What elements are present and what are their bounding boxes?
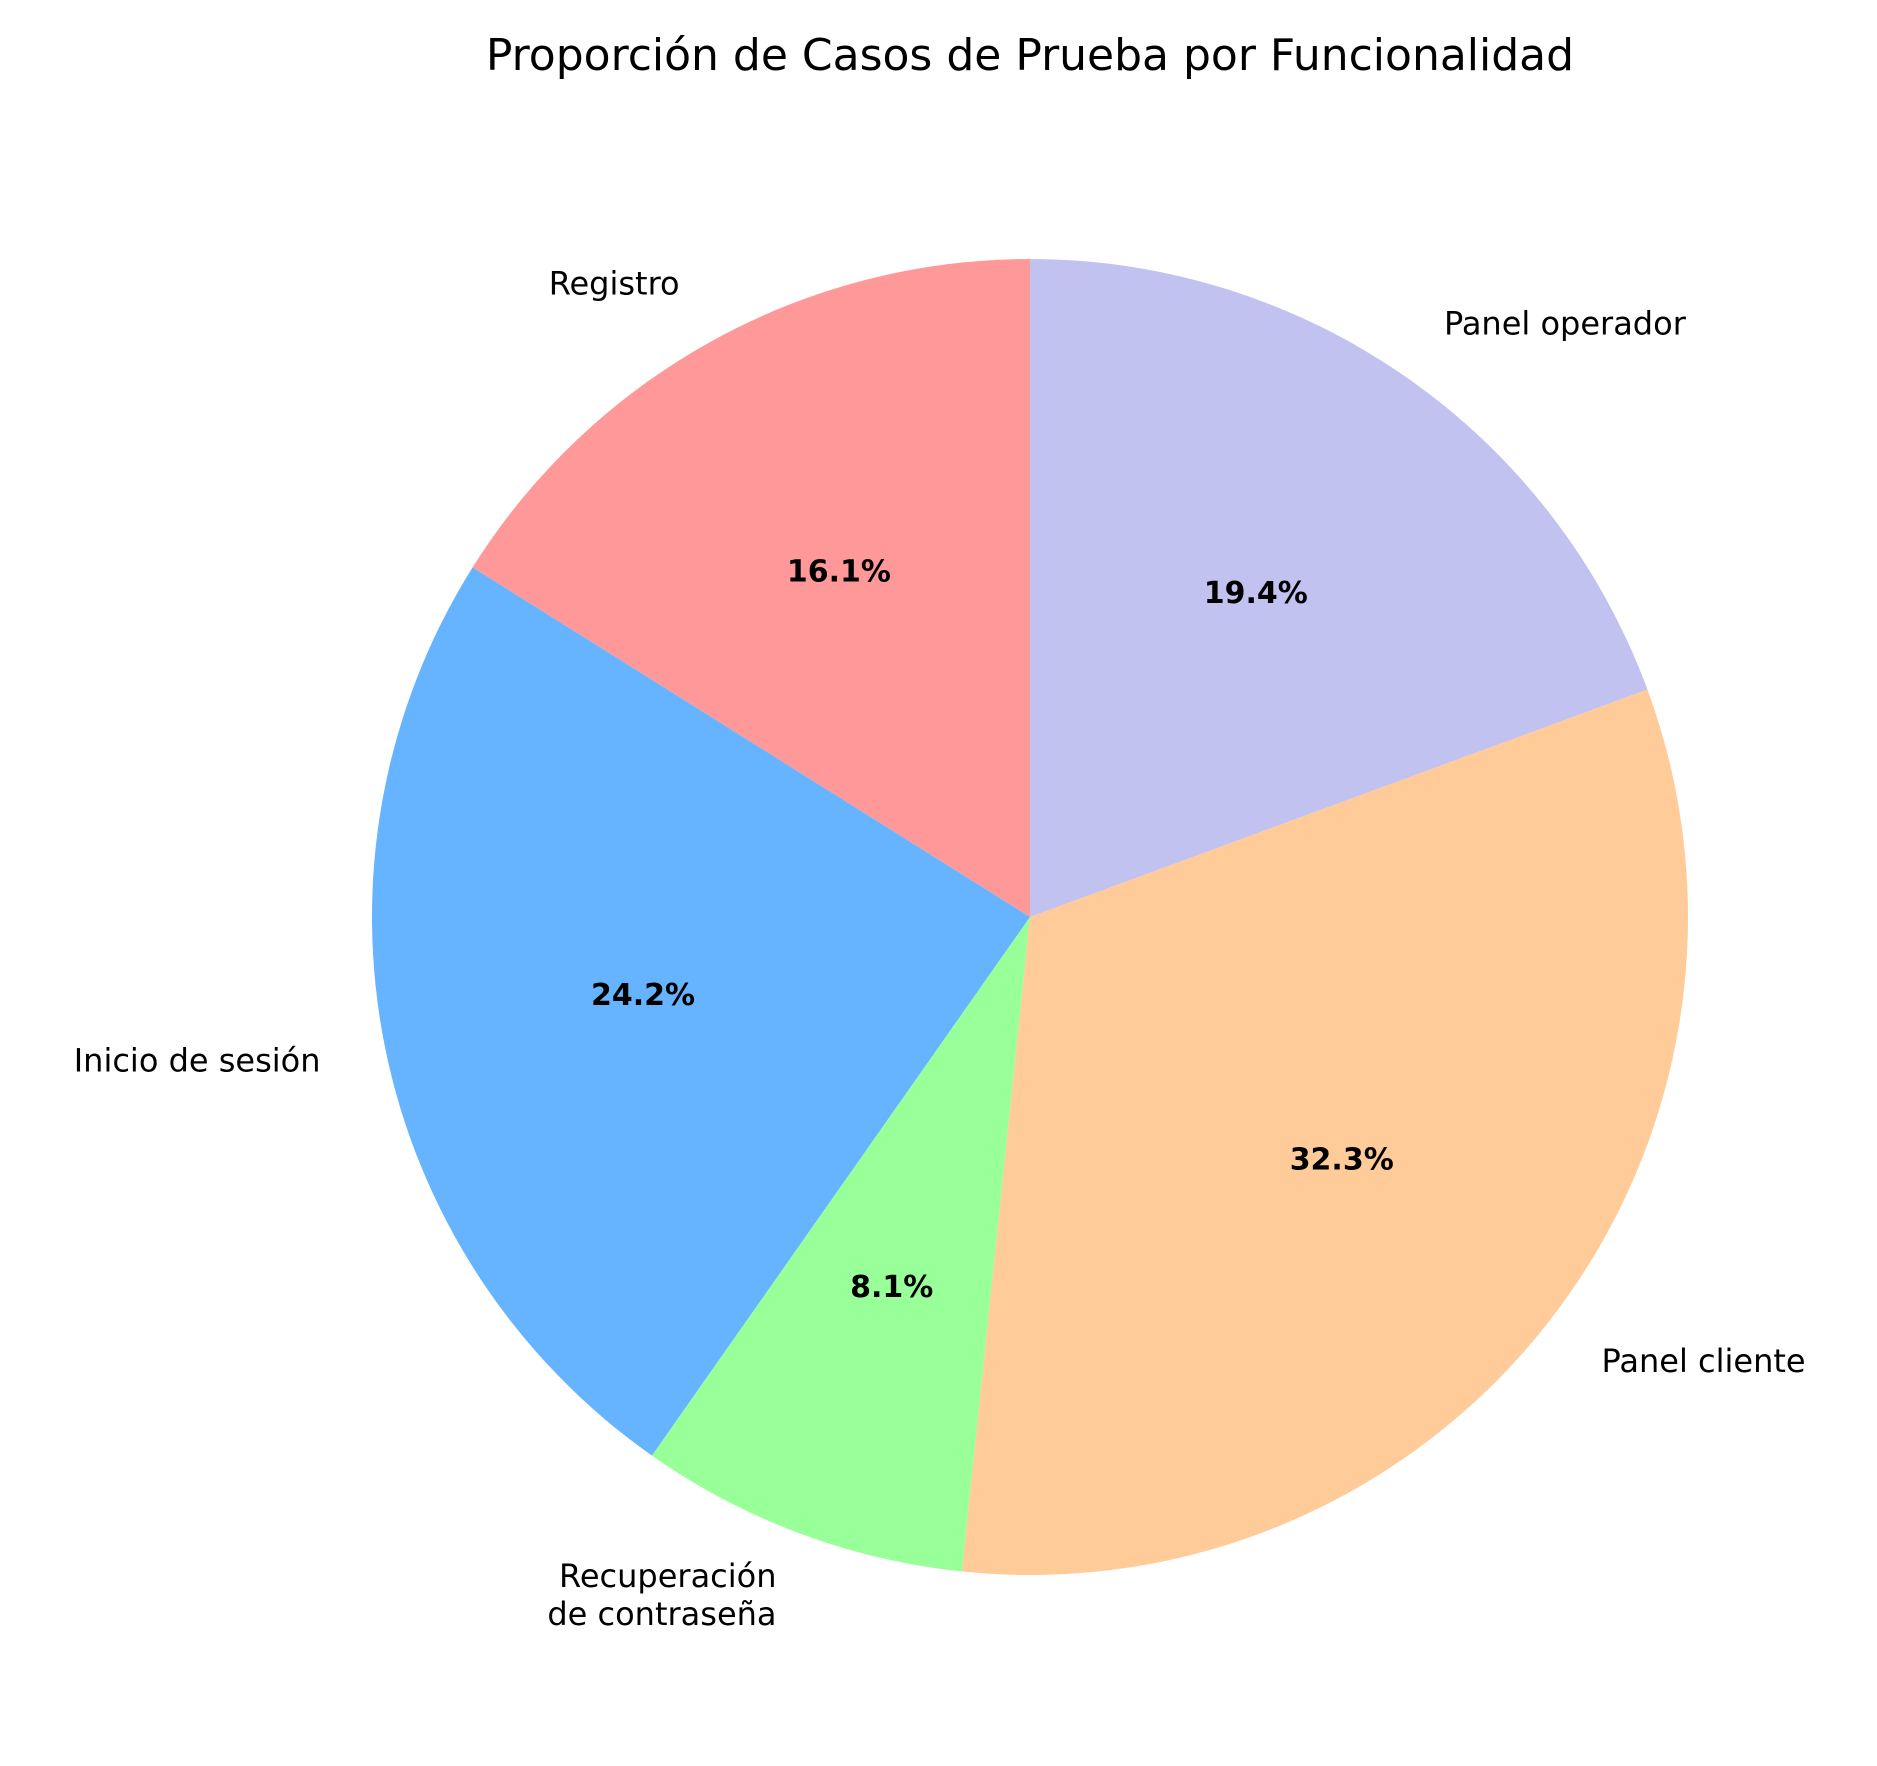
pie-slice: [371, 567, 1030, 1456]
slice-percent-label: 19.4%: [1204, 576, 1308, 611]
slice-label: Panel cliente: [1602, 1342, 1806, 1380]
slice-label: Panel operador: [1444, 304, 1687, 342]
pie-labels: Registro Inicio de sesión Recuperación de c…: [74, 265, 1806, 1633]
pie-slice: [651, 917, 1030, 1572]
pie-slice: [961, 689, 1688, 1575]
slice-label-line: Recuperación: [559, 1557, 776, 1595]
slice-label-line: Panel operador: [1444, 304, 1687, 342]
slice-label: Inicio de sesión: [74, 1041, 321, 1079]
slice-percent-label: 32.3%: [1290, 1142, 1394, 1177]
pie-slice: [472, 259, 1031, 917]
slice-label: Recuperación de contraseña: [547, 1557, 776, 1633]
slice-label-line: de contraseña: [547, 1595, 776, 1633]
slice-percent-label: 8.1%: [850, 1270, 933, 1305]
chart-title: Proporción de Casos de Prueba por Funcio…: [486, 30, 1574, 81]
slice-label: Registro: [549, 265, 680, 303]
pie-slices: [371, 259, 1688, 1575]
pie-slice: [1030, 259, 1648, 917]
slice-percent-label: 24.2%: [591, 978, 695, 1013]
slice-label-line: Panel cliente: [1602, 1342, 1806, 1380]
slice-label-line: Inicio de sesión: [74, 1041, 321, 1079]
slice-percent-label: 16.1%: [787, 555, 891, 590]
slice-label-line: Registro: [549, 265, 680, 303]
pie-percent-labels: 16.1% 24.2% 8.1% 32.3% 19.4%: [591, 555, 1394, 1305]
